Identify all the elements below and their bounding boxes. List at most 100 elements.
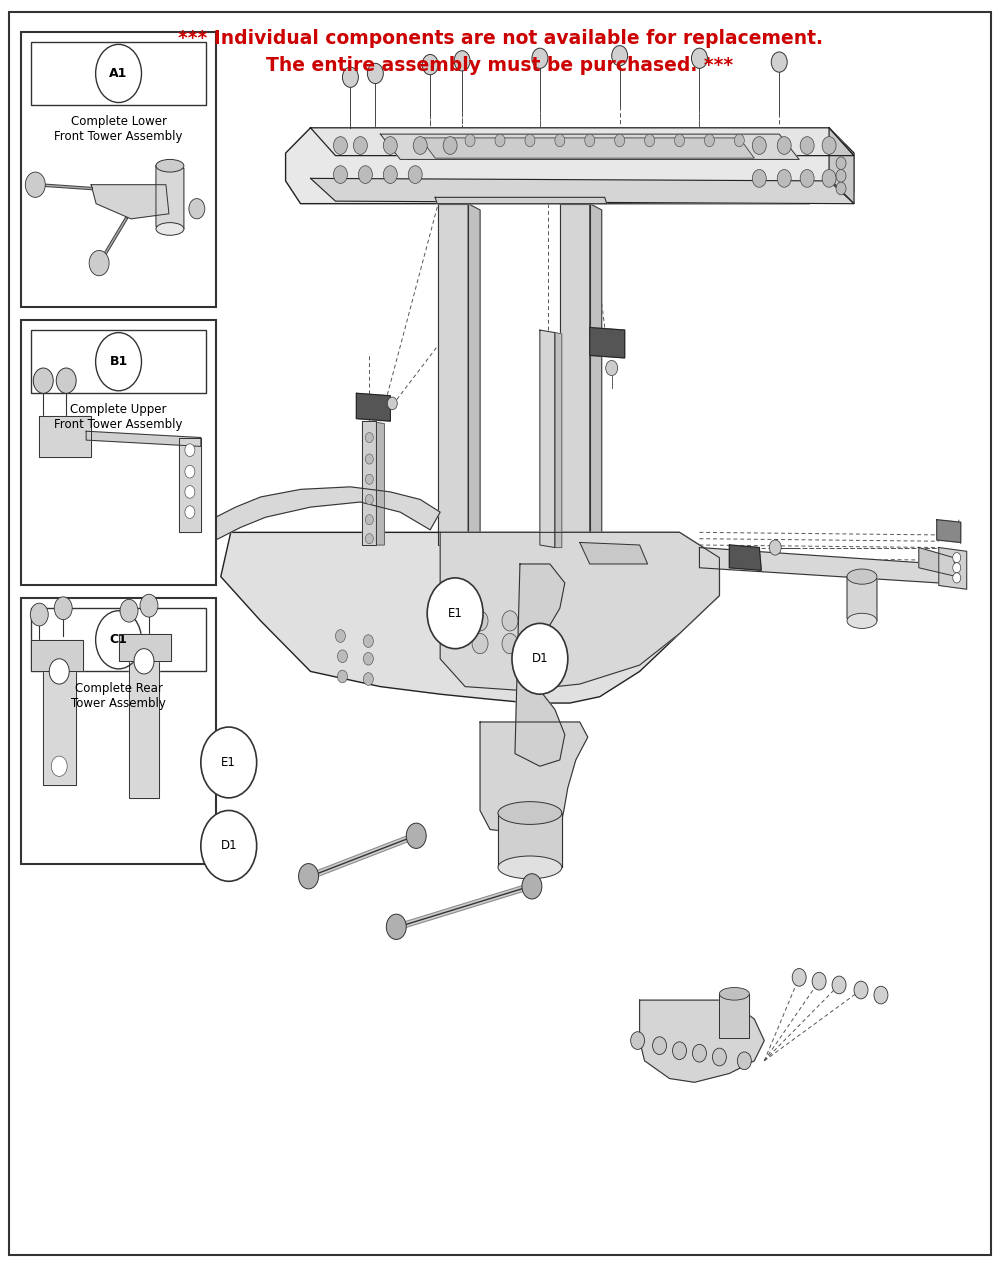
- Bar: [31, 42, 206, 105]
- Circle shape: [606, 360, 618, 375]
- Text: Complete Lower
Front Tower Assembly: Complete Lower Front Tower Assembly: [54, 115, 183, 143]
- Polygon shape: [919, 547, 957, 576]
- Circle shape: [704, 134, 714, 147]
- Circle shape: [365, 474, 373, 484]
- Circle shape: [134, 649, 154, 674]
- Polygon shape: [699, 547, 941, 583]
- Circle shape: [612, 46, 628, 66]
- Circle shape: [383, 166, 397, 184]
- Circle shape: [691, 48, 707, 68]
- Polygon shape: [590, 328, 625, 357]
- Polygon shape: [440, 532, 719, 691]
- Circle shape: [472, 634, 488, 654]
- Circle shape: [363, 653, 373, 665]
- Circle shape: [387, 397, 397, 409]
- Circle shape: [712, 1048, 726, 1066]
- Circle shape: [836, 157, 846, 170]
- Circle shape: [89, 251, 109, 276]
- Circle shape: [675, 134, 684, 147]
- Circle shape: [201, 727, 257, 798]
- Circle shape: [140, 594, 158, 617]
- Bar: [21, 321, 216, 585]
- Polygon shape: [540, 331, 555, 547]
- Circle shape: [769, 540, 781, 555]
- Circle shape: [408, 166, 422, 184]
- Text: Complete Rear
Tower Assembly: Complete Rear Tower Assembly: [71, 682, 166, 710]
- Circle shape: [54, 597, 72, 620]
- Text: Complete Upper
Front Tower Assembly: Complete Upper Front Tower Assembly: [54, 403, 183, 431]
- Polygon shape: [311, 128, 854, 156]
- Polygon shape: [39, 416, 91, 456]
- Circle shape: [96, 611, 141, 669]
- Circle shape: [185, 443, 195, 456]
- Polygon shape: [847, 576, 877, 621]
- Circle shape: [333, 166, 347, 184]
- Ellipse shape: [43, 641, 76, 656]
- Polygon shape: [156, 166, 184, 229]
- Circle shape: [771, 52, 787, 72]
- Circle shape: [383, 137, 397, 155]
- Circle shape: [555, 134, 565, 147]
- Ellipse shape: [847, 613, 877, 628]
- Circle shape: [673, 1041, 686, 1059]
- Circle shape: [33, 367, 53, 393]
- Circle shape: [522, 874, 542, 900]
- Polygon shape: [829, 128, 854, 204]
- Circle shape: [792, 968, 806, 986]
- Polygon shape: [356, 393, 390, 421]
- Circle shape: [822, 170, 836, 188]
- Ellipse shape: [847, 569, 877, 584]
- Circle shape: [120, 599, 138, 622]
- Circle shape: [335, 630, 345, 642]
- Circle shape: [502, 611, 518, 631]
- Polygon shape: [86, 431, 201, 446]
- Polygon shape: [555, 333, 562, 547]
- Polygon shape: [480, 722, 588, 836]
- Circle shape: [185, 485, 195, 498]
- Circle shape: [25, 172, 45, 198]
- Circle shape: [337, 670, 347, 683]
- Circle shape: [96, 44, 141, 103]
- Circle shape: [874, 986, 888, 1003]
- Circle shape: [49, 659, 69, 684]
- Polygon shape: [560, 204, 590, 545]
- Polygon shape: [939, 547, 967, 589]
- Circle shape: [454, 51, 470, 71]
- Circle shape: [692, 1044, 706, 1062]
- Polygon shape: [420, 138, 754, 158]
- Polygon shape: [435, 198, 607, 204]
- Circle shape: [363, 635, 373, 647]
- Circle shape: [752, 170, 766, 188]
- Circle shape: [472, 611, 488, 631]
- Circle shape: [443, 137, 457, 155]
- Text: A1: A1: [109, 67, 128, 80]
- Circle shape: [363, 673, 373, 685]
- Circle shape: [333, 137, 347, 155]
- Ellipse shape: [129, 639, 159, 654]
- Text: E1: E1: [221, 756, 236, 769]
- Polygon shape: [498, 813, 562, 868]
- Circle shape: [836, 170, 846, 182]
- Bar: [21, 32, 216, 308]
- Circle shape: [800, 170, 814, 188]
- Circle shape: [653, 1036, 667, 1054]
- Circle shape: [734, 134, 744, 147]
- Circle shape: [365, 514, 373, 525]
- Polygon shape: [937, 519, 961, 542]
- Polygon shape: [43, 649, 76, 786]
- Polygon shape: [311, 179, 854, 204]
- Polygon shape: [221, 532, 719, 703]
- Circle shape: [953, 573, 961, 583]
- Ellipse shape: [719, 987, 749, 1000]
- Circle shape: [337, 650, 347, 663]
- Bar: [31, 331, 206, 393]
- Circle shape: [953, 563, 961, 573]
- Circle shape: [413, 137, 427, 155]
- Circle shape: [365, 454, 373, 464]
- Circle shape: [406, 824, 426, 849]
- Circle shape: [812, 972, 826, 990]
- Circle shape: [386, 915, 406, 939]
- Ellipse shape: [498, 856, 562, 879]
- Polygon shape: [129, 646, 159, 798]
- Circle shape: [96, 333, 141, 390]
